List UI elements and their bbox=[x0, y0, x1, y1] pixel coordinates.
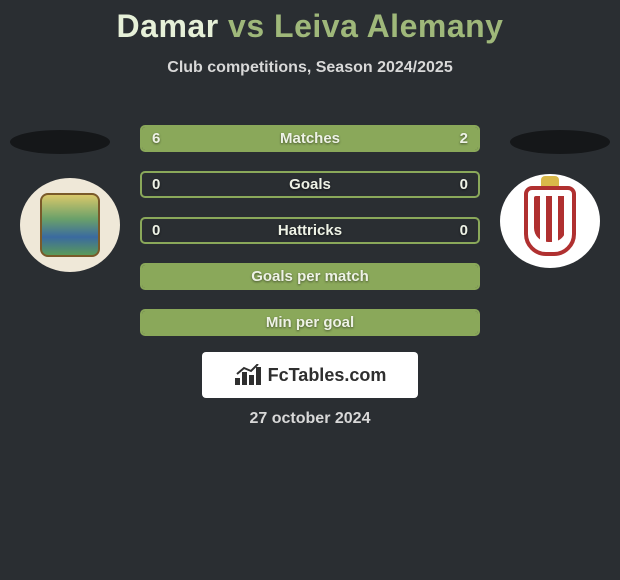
stat-row: 00Hattricks bbox=[140, 217, 480, 244]
brand-text: FcTables.com bbox=[268, 365, 387, 386]
page-title: Damar vs Leiva Alemany bbox=[0, 8, 620, 45]
crest-shadow-left bbox=[10, 130, 110, 154]
title-vs: vs bbox=[228, 8, 265, 44]
stat-row: 62Matches bbox=[140, 125, 480, 152]
stat-label: Goals per match bbox=[142, 265, 478, 288]
stat-label: Matches bbox=[142, 127, 478, 150]
stat-label: Min per goal bbox=[142, 311, 478, 334]
club-crest-player1 bbox=[20, 178, 120, 272]
stat-row: Min per goal bbox=[140, 309, 480, 336]
club-crest-player2 bbox=[500, 174, 600, 268]
subtitle: Club competitions, Season 2024/2025 bbox=[0, 59, 620, 77]
bars-icon bbox=[234, 364, 262, 386]
date-label: 27 october 2024 bbox=[0, 410, 620, 428]
stat-label: Hattricks bbox=[142, 219, 478, 242]
crest-graphic-left bbox=[40, 193, 100, 257]
title-player2: Leiva Alemany bbox=[274, 8, 503, 44]
crest-shadow-right bbox=[510, 130, 610, 154]
stat-row: Goals per match bbox=[140, 263, 480, 290]
stats-panel: 62Matches 00Goals 00Hattricks Goals per mat… bbox=[140, 125, 480, 355]
title-player1: Damar bbox=[117, 8, 219, 44]
stat-label: Goals bbox=[142, 173, 478, 196]
stat-row: 00Goals bbox=[140, 171, 480, 198]
brand-logo: FcTables.com bbox=[202, 352, 418, 398]
crest-graphic-right bbox=[524, 186, 576, 256]
